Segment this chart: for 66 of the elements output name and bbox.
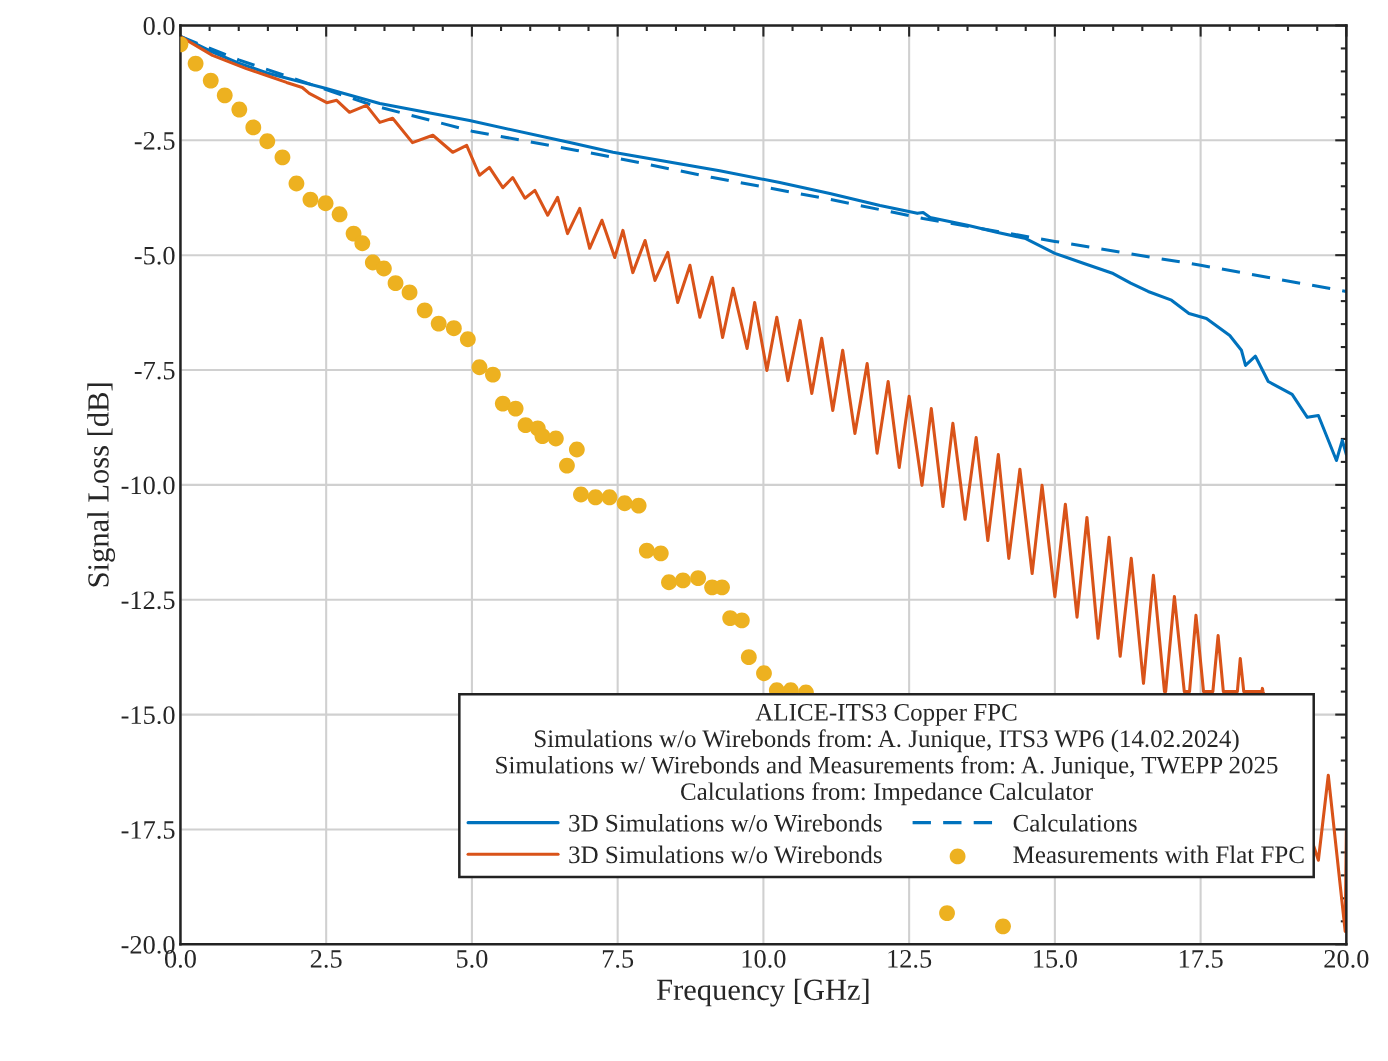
legend-title: ALICE-ITS3 Copper FPC Simulations w/o Wirebonds from: A. Junique, ITS3 WP6 (14.02.2024) Simulations w/ Wirebonds and Measurements from: A. Junique, TWEPP 2025 Calculations from: Impedance Calculator — [496, 703, 1278, 806]
point — [756, 665, 772, 682]
point — [375, 260, 392, 277]
y-tick-label: 0.0 — [143, 17, 175, 35]
point — [401, 284, 418, 301]
point — [354, 235, 371, 252]
x-tick-label: 15.0 — [1034, 949, 1077, 968]
point — [416, 302, 433, 319]
x-tick-label: 2.5 — [310, 949, 342, 968]
point — [733, 612, 750, 629]
y-tick-label: -7.5 — [134, 361, 175, 380]
legend-label: 3D Simulations w/o Wirebonds — [569, 845, 882, 864]
x-axis-title: Frequency [GHz] — [656, 978, 869, 1007]
y-tick-label: -10.0 — [121, 476, 175, 495]
point — [559, 457, 575, 474]
x-tick-label: 5.0 — [456, 949, 488, 968]
point — [675, 572, 691, 589]
x-tick-label: 12.5 — [888, 949, 932, 968]
point — [459, 331, 476, 348]
point — [661, 574, 677, 591]
y-tick-label: -12.5 — [121, 591, 175, 610]
point — [638, 542, 655, 559]
point — [274, 149, 291, 166]
point — [471, 359, 488, 376]
y-tick-label: -15.0 — [121, 706, 175, 725]
line-series — [180, 34, 1347, 933]
point — [652, 545, 669, 562]
point — [259, 133, 276, 150]
point — [534, 428, 551, 445]
point — [216, 87, 233, 104]
x-tick-label: 20.0 — [1324, 949, 1369, 968]
point — [601, 489, 618, 506]
point — [568, 441, 585, 458]
point — [740, 649, 757, 666]
y-tick-label: -2.5 — [134, 132, 175, 150]
point — [302, 191, 319, 208]
point — [187, 55, 204, 72]
y-tick-label: -5.0 — [134, 246, 175, 265]
point — [231, 101, 248, 118]
point — [430, 315, 447, 332]
point — [445, 320, 462, 337]
point — [573, 486, 589, 503]
point — [507, 400, 524, 417]
point — [484, 366, 501, 383]
x-tick-label: 10.0 — [742, 949, 786, 968]
point — [939, 905, 955, 921]
point — [995, 918, 1011, 935]
legend-label: Calculations — [1013, 814, 1137, 832]
point — [387, 275, 404, 292]
y-axis-title: Signal Loss [dB] — [87, 383, 116, 587]
point — [202, 72, 219, 89]
point — [587, 489, 604, 506]
point — [630, 497, 647, 514]
point — [547, 430, 564, 447]
point — [331, 206, 348, 223]
x-tick-label: 7.5 — [602, 950, 634, 968]
point — [317, 195, 334, 212]
point — [690, 570, 707, 587]
point — [288, 175, 305, 192]
point — [494, 395, 511, 412]
legend-label: Measurements with Flat FPC — [1013, 845, 1304, 864]
y-tick-label: -17.5 — [121, 821, 175, 839]
point — [245, 119, 262, 136]
x-tick-label: 17.5 — [1179, 950, 1223, 968]
point — [616, 495, 633, 512]
legend-label: 3D Simulations w/o Wirebonds — [569, 814, 882, 832]
